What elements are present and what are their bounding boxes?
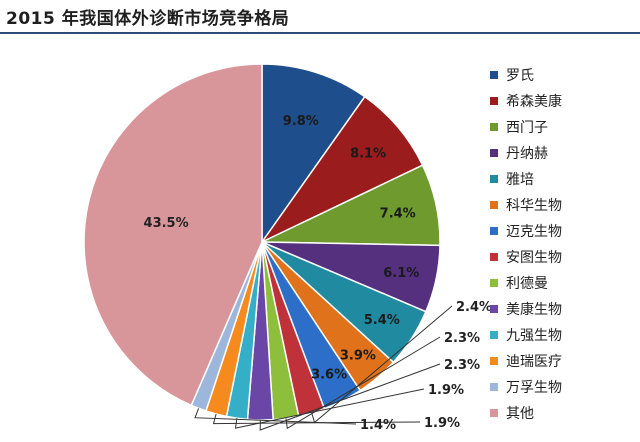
legend-label: 西门子: [506, 120, 548, 136]
pie-slice-0: [261, 63, 366, 245]
legend-item: 罗氏: [490, 62, 630, 88]
pie-slice-1: [259, 95, 424, 244]
title-divider: [0, 32, 640, 34]
slice-value-label: 3.9%: [340, 348, 376, 363]
legend-swatch: [490, 201, 498, 209]
slice-value-label: 5.4%: [364, 313, 400, 328]
legend-item: 九强生物: [490, 322, 630, 348]
legend-label: 迈克生物: [506, 224, 562, 240]
leader-line: [212, 413, 421, 425]
legend-label: 安图生物: [506, 250, 562, 266]
legend-item: 西门子: [490, 114, 630, 140]
legend-label: 雅培: [506, 172, 534, 188]
legend-label: 利德曼: [506, 276, 548, 292]
legend-label: 丹纳赫: [506, 146, 548, 162]
legend-swatch: [490, 123, 498, 131]
legend-item: 科华生物: [490, 192, 630, 218]
legend-swatch: [490, 97, 498, 105]
legend-label: 美康生物: [506, 302, 562, 318]
slice-value-label: 2.4%: [456, 300, 492, 315]
chart-legend: 罗氏希森美康西门子丹纳赫雅培科华生物迈克生物安图生物利德曼美康生物九强生物迪瑞医…: [490, 62, 630, 426]
legend-swatch: [490, 253, 498, 261]
legend-label: 万孚生物: [506, 380, 562, 396]
legend-item: 万孚生物: [490, 374, 630, 400]
leader-line: [194, 408, 357, 425]
legend-swatch: [490, 149, 498, 157]
slice-value-label: 43.5%: [144, 216, 189, 231]
legend-label: 希森美康: [506, 94, 562, 110]
legend-item: 希森美康: [490, 88, 630, 114]
legend-swatch: [490, 71, 498, 79]
legend-item: 其他: [490, 400, 630, 426]
slice-value-label: 1.9%: [424, 416, 460, 431]
legend-item: 迪瑞医疗: [490, 348, 630, 374]
slice-value-labels: 9.8% 8.1% 7.4% 6.1% 5.4% 3.9% 3.6% 2.4% 2.3% 2.3%…: [144, 114, 493, 433]
legend-item: 安图生物: [490, 244, 630, 270]
legend-label: 九强生物: [506, 328, 562, 344]
legend-item: 利德曼: [490, 270, 630, 296]
legend-item: 迈克生物: [490, 218, 630, 244]
legend-swatch: [490, 175, 498, 183]
legend-item: 雅培: [490, 166, 630, 192]
legend-label: 其他: [506, 406, 534, 422]
leader-line: [234, 388, 425, 429]
legend-item: 美康生物: [490, 296, 630, 322]
slice-value-label: 1.4%: [360, 418, 396, 433]
slice-value-label: 2.3%: [444, 358, 480, 373]
slice-value-label: 6.1%: [383, 266, 419, 281]
legend-label: 迪瑞医疗: [506, 354, 562, 370]
leader-lines: [194, 305, 453, 431]
legend-swatch: [490, 409, 498, 417]
legend-swatch: [490, 357, 498, 365]
legend-swatch: [490, 331, 498, 339]
legend-swatch: [490, 279, 498, 287]
slice-value-label: 2.3%: [444, 331, 480, 346]
legend-swatch: [490, 305, 498, 313]
legend-item: 丹纳赫: [490, 140, 630, 166]
slice-value-label: 9.8%: [283, 114, 319, 129]
slice-value-label: 1.9%: [428, 383, 464, 398]
slice-value-label: 7.4%: [380, 207, 416, 222]
slice-value-label: 8.1%: [350, 147, 386, 162]
pie-slice-13: [83, 63, 263, 407]
slice-value-label: 3.6%: [311, 368, 347, 383]
legend-label: 罗氏: [506, 68, 534, 84]
legend-swatch: [490, 383, 498, 391]
legend-label: 科华生物: [506, 198, 562, 214]
legend-swatch: [490, 227, 498, 235]
chart-title: 2015 年我国体外诊断市场竞争格局: [6, 9, 290, 29]
pie-slices: [83, 63, 441, 421]
